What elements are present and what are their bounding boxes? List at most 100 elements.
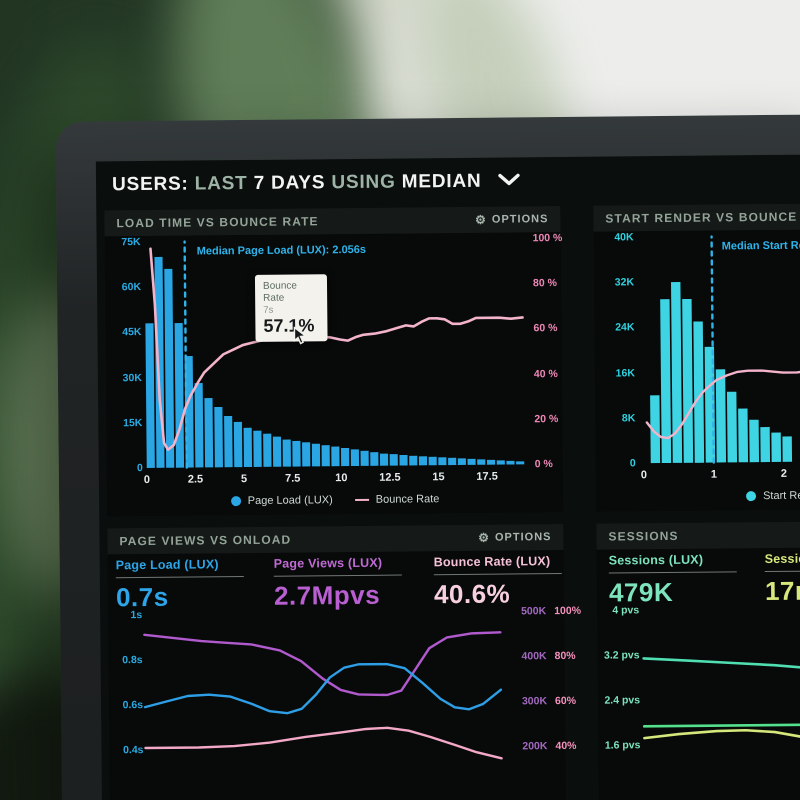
chart-area: 40K 32K 24K 16K 8K 0 0 1 2 Median Start Rende S… [594,228,800,511]
median-annotation: Median Page Load (LUX): 2.056s [196,243,367,258]
chart-area: Page Load (LUX) 0.7s Page Views (LUX) 2.… [108,550,581,800]
panel-title: LOAD TIME VS BOUNCE RATE [116,214,319,231]
panel-title: START RENDER VS BOUNCE RATE [605,209,800,226]
bounce-rate-tooltip: Bounce Rate 7s 57.1% [254,274,328,342]
mouse-cursor-icon [293,326,308,349]
header-segment: MEDIAN [401,170,482,193]
sessions-chart[interactable] [642,607,800,762]
axis-label: 16K [615,366,635,380]
axis-label: 0.8s [122,654,143,667]
chart-area: Sessions (LUX) 479K Session 17m 4 pvs 3.2… [597,546,800,800]
axis-label: 15K [123,416,143,429]
axis-tick-label: 15 [432,471,445,484]
metric-sessions[interactable]: Sessions (LUX) 479K [608,552,738,608]
y-axis-right: 100 % 80 % 60 % 40 % 20 % 0 % [533,232,575,470]
axis-label: 40% [555,739,577,753]
chart-area: 75K 60K 45K 30K 15K 0 100 % 80 % 60 % 40 % 20 % 0 … [105,232,564,516]
chart-legend: Page Load (LUX) Bounce Rate [107,492,563,508]
axis-label: 60K [121,281,142,294]
axis-label: 60% [554,694,577,708]
axis-tick-label: 0 [143,473,151,487]
axis-label: 80% [554,649,576,663]
y-axis-left: 40K 32K 24K 16K 8K 0 [598,231,636,469]
legend-item-bounce-rate[interactable]: Bounce Rate [354,493,439,506]
axis-label: 8K [621,412,636,425]
x-axis: 0 1 2 [596,466,800,483]
axis-label: 40 % [533,367,558,380]
legend-line-icon [354,498,369,501]
axis-label: 1.6 pvs [604,739,641,752]
chevron-down-icon[interactable] [497,169,520,191]
axis-label: 3.2 pvs [603,649,640,662]
panel-start-render-vs-bounce-rate: START RENDER VS BOUNCE RATE 40K 32K 24K 16K… [593,202,800,512]
legend-dot-icon [230,496,241,507]
y-axis-left: 1s 0.8s 0.6s 0.4s [110,609,143,756]
header-segment: 7 DAYS [253,172,326,194]
y-axis-left: 75K 60K 45K 30K 15K 0 [107,236,143,474]
panel-sessions: SESSIONS Sessions (LUX) 479K Session 17m… [596,520,800,800]
axis-tick-label: 12.5 [379,471,401,484]
axis-label: 100% [554,604,582,618]
header-segment: LAST [194,173,248,195]
gear-icon: ⚙ [478,530,491,545]
axis-label: 500K [520,605,547,618]
axis-label: 400K [521,650,547,663]
axis-label: 75K [121,236,141,249]
axis-tick-label: 1 [710,468,717,481]
axis-label: 20 % [534,412,559,426]
metric-session-length[interactable]: Session 17m [764,550,800,607]
axis-label: 200K [522,740,548,753]
tooltip-x-value: 7s [263,304,274,316]
axis-label: 300K [521,695,548,708]
load-time-chart[interactable] [145,238,531,469]
panel-title: PAGE VIEWS VS ONLOAD [119,532,292,549]
legend-item-start-render[interactable]: Start Rende [746,490,800,503]
axis-label: 100 % [532,231,563,245]
tooltip-value: 57.1% [263,315,315,336]
axis-label: 45K [122,326,142,339]
axis-tick-label: 7.5 [284,472,301,485]
header-segment: USING [331,171,396,194]
axis-tick-label: 10 [335,472,348,485]
x-axis: 0 2.5 5 7.5 10 12.5 15 17.5 [107,470,563,488]
legend-dot-icon [746,491,757,502]
y-axis-right-bounce: 100% 80% 60% 40% [554,605,591,752]
axis-label: 60 % [533,322,558,335]
axis-label: 0.4s [122,744,144,757]
panel-titlebar: SESSIONS [596,520,800,550]
gear-icon: ⚙ [475,212,487,227]
axis-label: 0.6s [122,699,144,712]
axis-label: 32K [614,276,635,289]
axis-label: 24K [615,321,635,334]
options-button[interactable]: ⚙ OPTIONS [478,530,552,545]
header-segment: USERS: [111,173,189,196]
panel-load-time-vs-bounce-rate: LOAD TIME VS BOUNCE RATE ⚙ OPTIONS 75K 60… [104,206,564,517]
options-button[interactable]: ⚙ OPTIONS [475,212,549,227]
axis-label: 0 % [534,458,553,471]
start-render-chart[interactable] [642,235,800,464]
axis-label: 40K [614,231,634,244]
dashboard-screen: USERS: LAST 7 DAYS USING MEDIAN LOAD TIM… [95,154,800,800]
tooltip-title: Bounce Rate [262,280,298,304]
legend-item-page-load[interactable]: Page Load (LUX) [230,494,333,507]
median-annotation: Median Start Rende [721,239,800,253]
axis-label: 0 [629,457,636,470]
panel-titlebar: START RENDER VS BOUNCE RATE [593,202,800,232]
axis-tick-label: 2 [780,467,787,480]
dashboard-title[interactable]: USERS: LAST 7 DAYS USING MEDIAN [112,169,520,196]
axis-label: 4 pvs [612,604,640,617]
page-views-chart[interactable] [143,612,503,767]
laptop-bezel: USERS: LAST 7 DAYS USING MEDIAN LOAD TIM… [55,114,800,800]
metrics-row: Sessions (LUX) 479K Session 17m [597,550,800,609]
chart-legend: Start Rende [596,488,800,503]
metric-bounce-rate[interactable]: Bounce Rate (LUX) 40.6% [433,554,563,610]
axis-tick-label: 2.5 [187,473,204,486]
metric-page-load[interactable]: Page Load (LUX) 0.7s [115,557,245,613]
axis-tick-label: 0 [640,469,647,482]
axis-label: 1s [130,609,143,622]
axis-tick-label: 17.5 [476,470,498,483]
metric-page-views[interactable]: Page Views (LUX) 2.7Mpvs [273,555,403,612]
panel-title: SESSIONS [608,528,679,544]
axis-label: 0 [136,461,143,475]
